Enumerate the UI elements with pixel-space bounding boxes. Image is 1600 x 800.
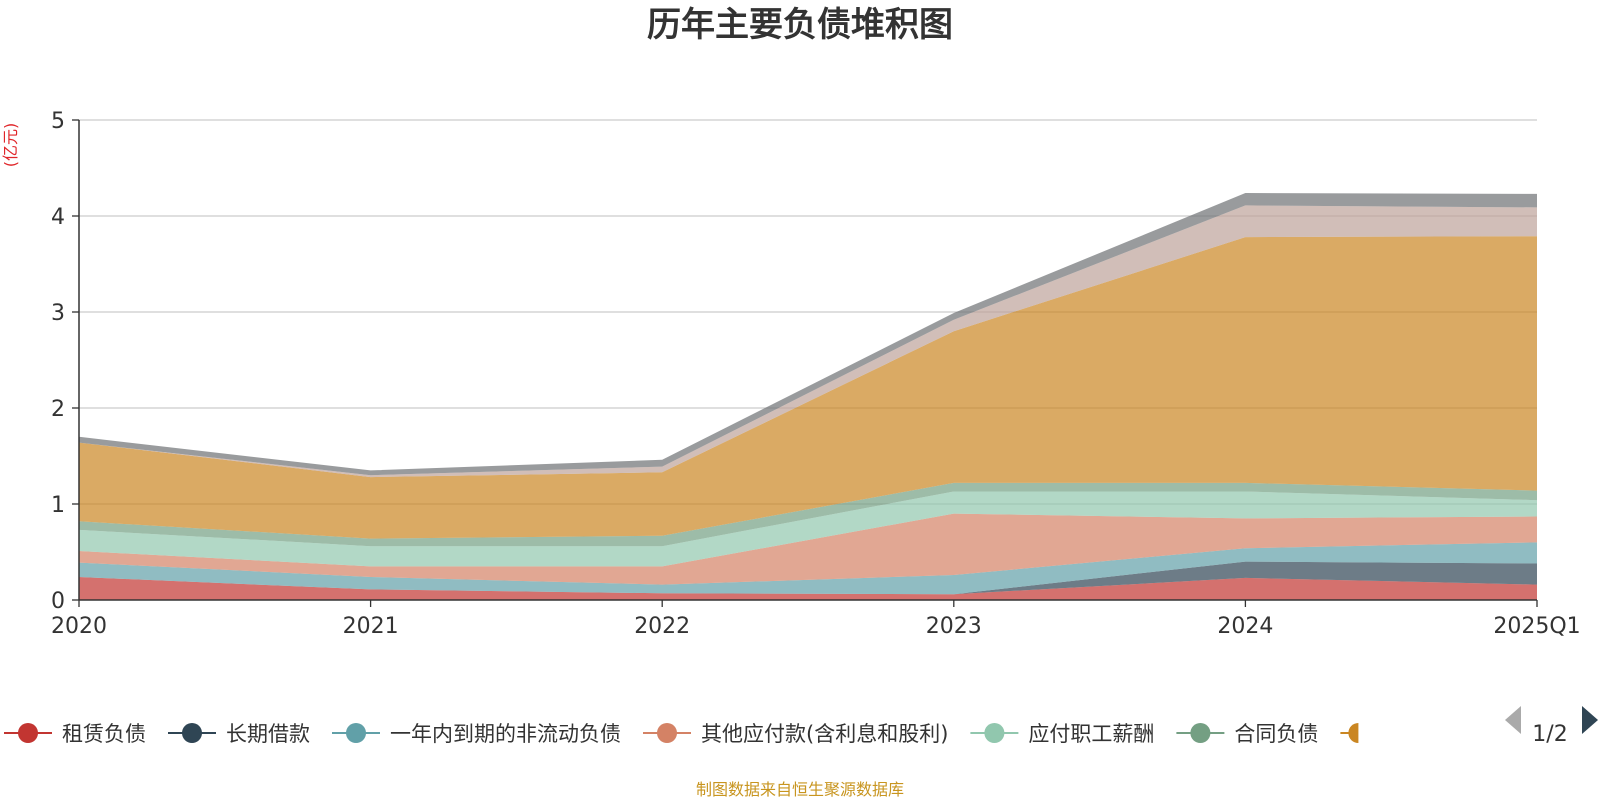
legend-item-1[interactable]: 租赁负债 — [4, 722, 146, 746]
area-series-6 — [79, 482, 1537, 547]
area-series-group — [79, 193, 1537, 600]
y-tick-label: 4 — [51, 205, 65, 230]
x-tick-label: 2025Q1 — [1493, 614, 1580, 639]
x-tick-label: 2023 — [926, 614, 982, 639]
legend-item-truncated[interactable] — [1340, 723, 1359, 743]
chart-title: 历年主要负债堆积图 — [647, 5, 953, 45]
legend-circle-icon — [182, 723, 202, 743]
area-series-1 — [79, 577, 1537, 600]
legend-label: 合同负债 — [1234, 722, 1318, 746]
y-tick-label: 0 — [51, 589, 65, 614]
axes: 0 1 2 3 4 5 2020 2021 2022 2023 2024 2025Q1 — [51, 109, 1581, 639]
legend-page-label: 1/2 — [1532, 722, 1567, 747]
legend-circle-icon — [657, 723, 677, 743]
x-tick-label: 2024 — [1217, 614, 1273, 639]
legend-circle-icon — [1190, 723, 1211, 743]
legend-label: 应付职工薪酬 — [1028, 722, 1154, 746]
y-tick-label: 1 — [51, 493, 65, 518]
legend-item-4[interactable]: 其他应付款(含利息和股利) — [643, 722, 948, 746]
area-series-4 — [79, 513, 1537, 585]
legend-circle-icon — [346, 723, 366, 743]
legend-next-page-icon[interactable] — [1582, 706, 1598, 734]
legend-pager: 1/2 — [1505, 706, 1598, 747]
y-axis-unit-label: (亿元) — [1, 123, 20, 168]
x-tick-label: 2020 — [51, 614, 107, 639]
y-tick-label: 2 — [51, 397, 65, 422]
area-series-7 — [79, 236, 1537, 539]
legend-item-2[interactable]: 长期借款 — [168, 722, 310, 746]
area-series-3 — [79, 542, 1537, 595]
x-tick-label: 2021 — [343, 614, 399, 639]
legend-circle-icon — [1348, 723, 1359, 743]
legend-label: 一年内到期的非流动负债 — [390, 722, 621, 746]
area-series-2 — [79, 561, 1537, 595]
legend-item-5[interactable]: 应付职工薪酬 — [970, 722, 1154, 746]
legend-label: 其他应付款(含利息和股利) — [701, 722, 948, 746]
area-series-8 — [79, 205, 1537, 478]
legend-prev-page-icon[interactable] — [1505, 706, 1521, 734]
data-source-note: 制图数据来自恒生聚源数据库 — [696, 780, 904, 799]
legend-item-6[interactable]: 合同负债 — [1176, 722, 1318, 746]
legend: 租赁负债 长期借款 一年内到期的非流动负债 其他应付款(含利息和股利) 应付职工薪酬 合同… — [4, 722, 1359, 746]
area-series-5 — [79, 491, 1537, 567]
legend-item-3[interactable]: 一年内到期的非流动负债 — [332, 722, 621, 746]
legend-circle-icon — [984, 723, 1005, 743]
x-tick-label: 2022 — [634, 614, 690, 639]
y-tick-label: 5 — [51, 109, 65, 134]
legend-circle-icon — [18, 723, 38, 743]
y-tick-label: 3 — [51, 301, 65, 326]
legend-label: 长期借款 — [226, 722, 310, 746]
legend-label: 租赁负债 — [62, 722, 146, 746]
